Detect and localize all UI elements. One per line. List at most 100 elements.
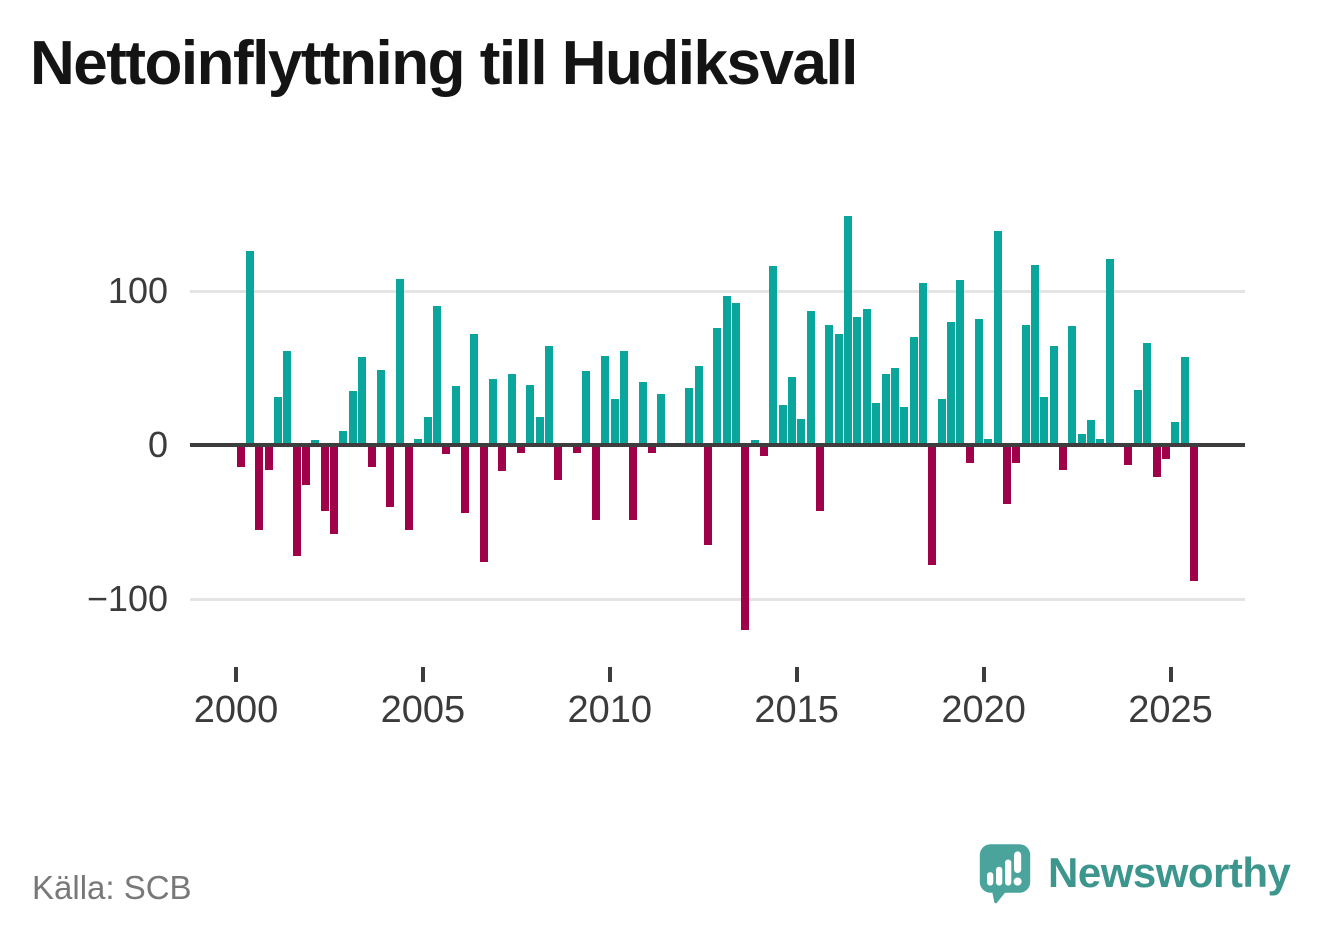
bar-negative [320,445,329,512]
bar-positive [731,303,740,445]
bar-positive [946,321,955,445]
bar-positive [423,417,432,445]
bar-positive [414,438,423,445]
bar-negative [1002,445,1011,504]
bar-positive [853,317,862,445]
bar-positive [311,440,320,445]
bar-negative [629,445,638,521]
bar-negative [479,445,488,563]
bar-negative [442,445,451,455]
bar-positive [610,398,619,445]
bar-negative [1124,445,1133,466]
bar-negative [517,445,526,453]
bar-negative [928,445,937,566]
bar-positive [1087,420,1096,445]
bar-positive [881,374,890,445]
y-axis-label: 0 [147,424,168,465]
bar-positive [797,418,806,445]
bar-positive [339,431,348,445]
bar-positive [246,250,255,445]
bar-positive [984,438,993,445]
bar-positive [1180,357,1189,445]
bar-positive [750,440,759,445]
bar-negative [1059,445,1068,470]
bar-positive [582,371,591,445]
x-axis-label: 2015 [754,689,839,731]
logo-bar-3 [1005,859,1012,886]
bar-negative [302,445,311,486]
bar-negative [236,445,245,467]
bar-negative [703,445,712,546]
bar-negative [573,445,582,453]
bar-negative [498,445,507,472]
bar-negative [404,445,413,530]
chart-title: Nettoinflyttning till Hudiksvall [30,29,858,98]
bar-positive [601,355,610,445]
gridline [190,289,1245,293]
bar-positive [974,318,983,445]
bar-negative [330,445,339,535]
bar-positive [694,366,703,445]
newsworthy-logo-icon [979,844,1031,904]
x-axis-label: 2005 [380,689,466,731]
bar-positive [1021,324,1030,445]
bar-positive [1096,438,1105,445]
bar-positive [862,309,871,445]
bar-positive [283,351,292,445]
bar-positive [937,398,946,445]
bar-negative [1161,445,1170,459]
bar-positive [619,351,628,445]
x-axis-label: 2010 [567,689,653,731]
bar-negative [647,445,656,453]
bar-positive [825,324,834,445]
bar-negative [1012,445,1021,464]
bar-negative [386,445,395,507]
bar-negative [367,445,376,467]
x-axis-label: 2020 [941,689,1026,731]
bar-negative [760,445,769,456]
bar-positive [1040,397,1049,445]
y-axis-label: 100 [107,270,168,311]
bar-positive [778,404,787,445]
zero-axis-line [190,443,1245,447]
bar-positive [890,368,899,445]
bar-negative [591,445,600,521]
bar-negative [255,445,264,530]
bar-negative [554,445,563,481]
bar-positive [535,417,544,445]
bar-negative [1152,445,1161,478]
bar-positive [722,295,731,445]
bar-positive [918,283,927,445]
bar-positive [489,378,497,445]
bar-positive [526,384,535,445]
x-axis-label: 2025 [1128,689,1213,731]
logo-bar-2 [996,866,1003,886]
bar-positive [1077,434,1086,445]
x-axis-tick [1168,667,1173,682]
logo-exclamation-dot [1013,877,1022,886]
bar-positive [1133,389,1142,445]
logo-bar-1 [987,872,994,886]
x-axis-label: 2000 [193,689,279,731]
y-axis-label: −100 [86,578,168,619]
source-note: Källa: SCB [32,869,192,906]
bar-positive [909,337,918,445]
gridline [190,597,1245,601]
brand-logo: Newsworthy [978,842,1291,904]
bar-positive [1105,258,1114,445]
bar-positive [1171,421,1180,445]
bar-positive [834,334,843,445]
bar-positive [376,369,385,445]
x-axis-tick [794,667,799,682]
x-axis-tick [420,667,425,682]
brand-name: Newsworthy [1048,849,1291,896]
bar-positive [788,377,797,445]
x-axis-tick [234,667,238,682]
bar-negative [741,445,750,630]
logo-exclamation-stem [1014,851,1022,873]
bar-negative [264,445,273,470]
bar-positive [451,386,460,445]
bar-positive [844,215,853,445]
